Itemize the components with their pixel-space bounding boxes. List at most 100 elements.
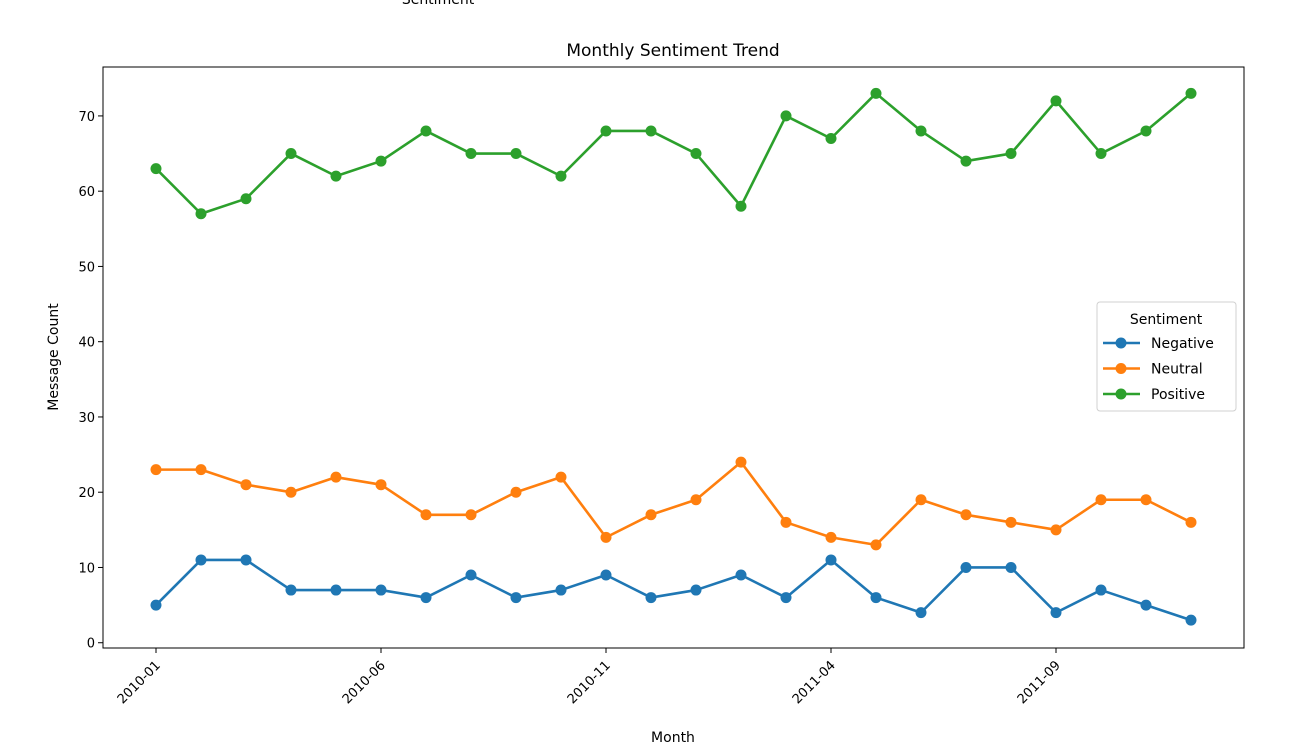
x-tick-label: 2011-09 (1015, 658, 1064, 707)
data-point (510, 486, 522, 498)
x-tick-label: 2010-11 (565, 658, 614, 707)
legend-box (1096, 301, 1237, 412)
data-point (870, 539, 882, 551)
data-point (645, 592, 657, 604)
data-point (420, 125, 432, 137)
data-point (420, 509, 432, 521)
x-axis-label: Month (651, 730, 695, 746)
data-point (555, 584, 567, 596)
data-point (690, 494, 702, 506)
x-tick-label: 2010-01 (115, 658, 164, 707)
data-point (645, 125, 657, 137)
data-point (195, 554, 207, 566)
legend-marker (1115, 337, 1127, 349)
y-tick-label: 40 (78, 336, 95, 351)
chart-title: Monthly Sentiment Trend (566, 41, 779, 61)
data-point (1005, 561, 1017, 573)
data-point (1005, 148, 1017, 160)
data-point (1095, 148, 1107, 160)
data-point (195, 208, 207, 220)
data-point (960, 509, 972, 521)
data-point (825, 531, 837, 543)
data-point (1005, 516, 1017, 528)
data-point (780, 592, 792, 604)
data-point (600, 531, 612, 543)
series-negative (150, 554, 1197, 626)
y-tick-label: 0 (87, 637, 95, 652)
top-cropped-label: Sentiment (402, 0, 475, 8)
data-point (1050, 524, 1062, 536)
data-point (735, 569, 747, 581)
data-point (330, 170, 342, 182)
data-point (735, 456, 747, 468)
data-point (1140, 599, 1152, 611)
data-point (330, 584, 342, 596)
data-point (1050, 607, 1062, 619)
x-tick-label: 2010-06 (340, 658, 389, 707)
data-point (285, 148, 297, 160)
data-point (510, 148, 522, 160)
y-tick-label: 20 (78, 486, 95, 501)
data-point (690, 148, 702, 160)
y-tick-label: 30 (78, 411, 95, 426)
legend-item-negative: Negative (1103, 336, 1214, 352)
data-point (735, 200, 747, 212)
data-point (465, 509, 477, 521)
series-layer (150, 87, 1197, 626)
y-tick-label: 50 (78, 260, 95, 275)
legend-marker (1115, 388, 1127, 400)
data-point (465, 569, 477, 581)
data-point (555, 471, 567, 483)
data-point (240, 554, 252, 566)
data-point (555, 170, 567, 182)
data-point (915, 607, 927, 619)
data-point (150, 464, 162, 476)
axes: 0 10 20 30 40 50 60 70 2010-01 2010-06 2010-11 2011… (78, 66, 1245, 707)
data-point (1050, 95, 1062, 107)
data-point (1185, 614, 1197, 626)
data-point (915, 125, 927, 137)
data-point (825, 554, 837, 566)
data-point (600, 569, 612, 581)
y-tick-label: 60 (78, 185, 95, 200)
data-point (240, 193, 252, 205)
data-point (1185, 87, 1197, 99)
data-point (1140, 125, 1152, 137)
data-point (1095, 494, 1107, 506)
data-point (870, 87, 882, 99)
legend-item-neutral: Neutral (1103, 362, 1203, 378)
data-point (375, 584, 387, 596)
data-point (1095, 584, 1107, 596)
data-point (330, 471, 342, 483)
data-point (870, 592, 882, 604)
series-line (156, 460, 1192, 547)
data-point (600, 125, 612, 137)
data-point (420, 592, 432, 604)
series-line (155, 558, 1192, 622)
data-point (960, 561, 972, 573)
y-tick-label: 70 (78, 110, 95, 125)
series-neutral (150, 456, 1197, 551)
legend: Sentiment Negative Neutral Positive (1096, 301, 1237, 412)
legend-label: Negative (1151, 336, 1214, 352)
y-axis-label: Message Count (46, 303, 62, 411)
data-point (375, 155, 387, 167)
data-point (240, 479, 252, 491)
data-point (690, 584, 702, 596)
data-point (510, 592, 522, 604)
data-point (825, 132, 837, 144)
legend-item-positive: Positive (1103, 387, 1205, 403)
data-point (780, 516, 792, 528)
data-point (150, 599, 162, 611)
data-point (1140, 494, 1152, 506)
data-point (915, 494, 927, 506)
legend-label: Neutral (1151, 362, 1203, 378)
y-tick-label: 10 (78, 561, 95, 576)
data-point (285, 486, 297, 498)
data-point (1185, 516, 1197, 528)
series-line (155, 92, 1192, 216)
data-point (150, 163, 162, 175)
legend-label: Positive (1151, 387, 1205, 403)
data-point (780, 110, 792, 122)
